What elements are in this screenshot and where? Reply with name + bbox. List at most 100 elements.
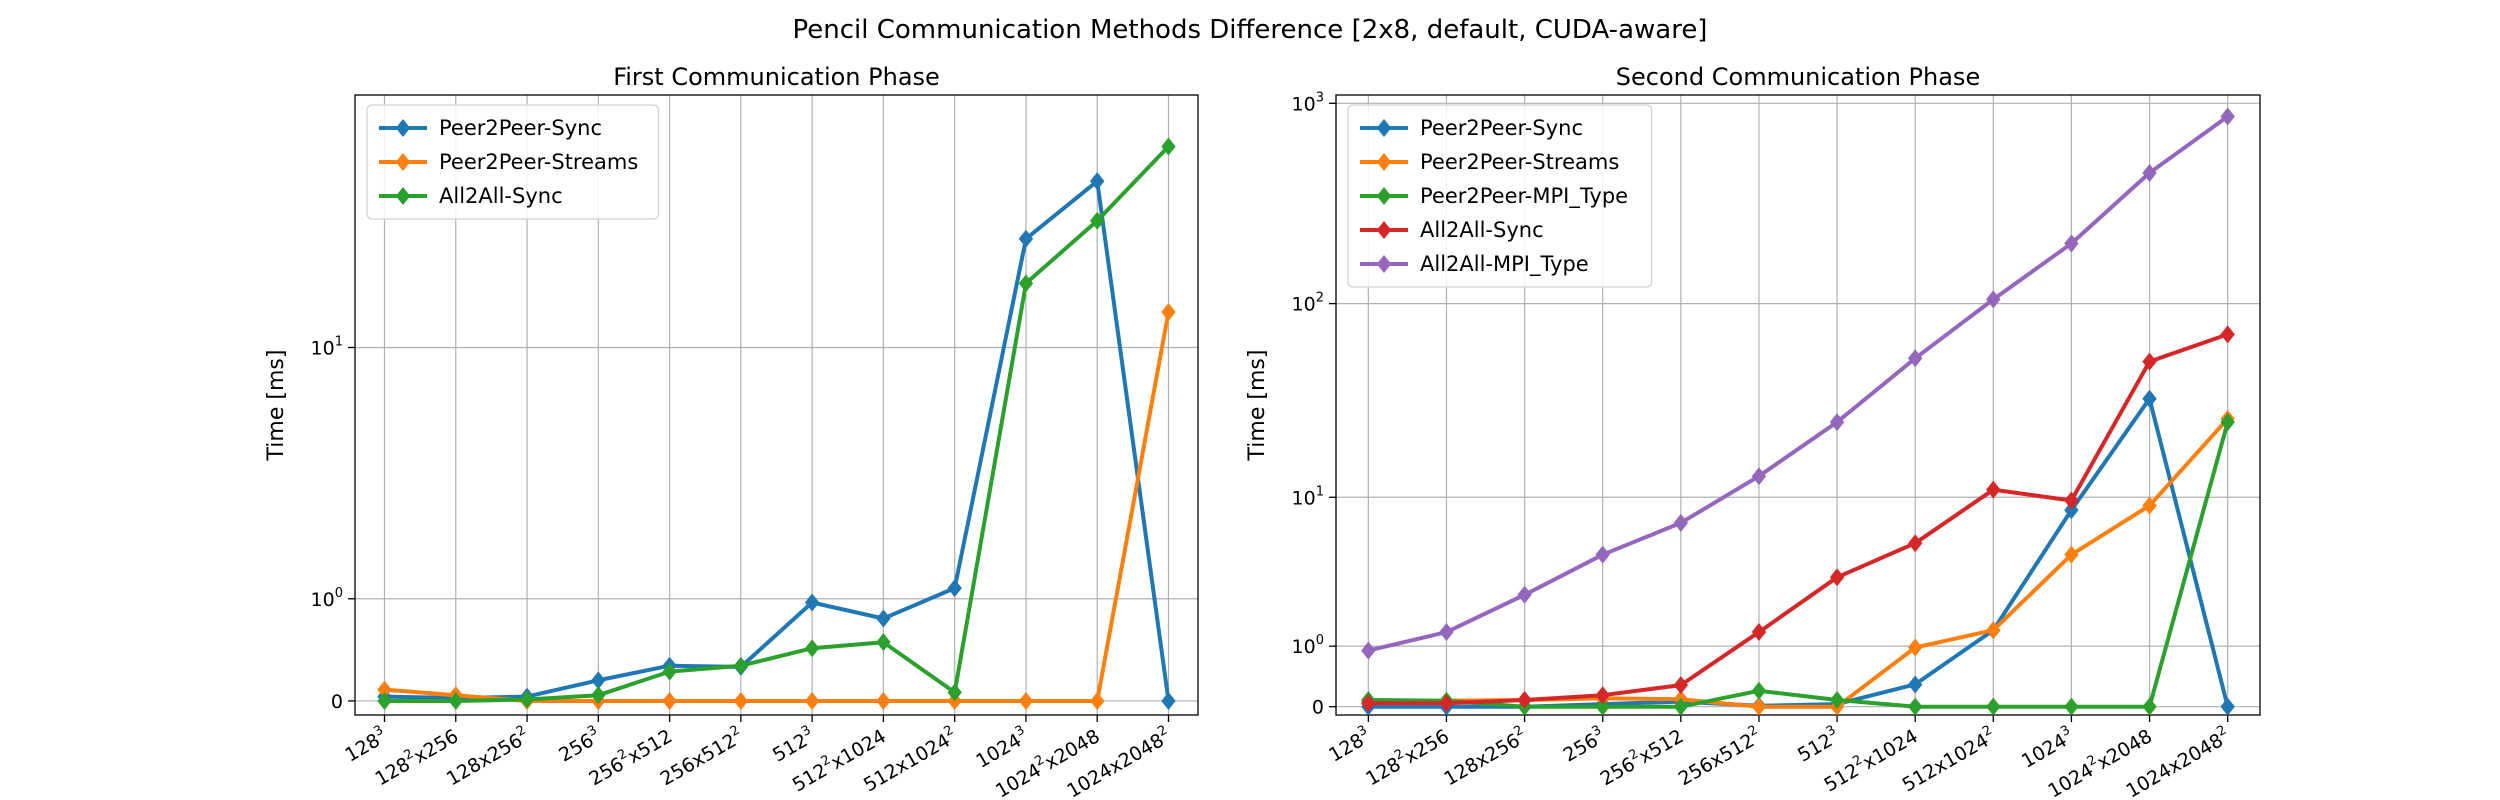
legend-label: All2All-Sync: [439, 184, 563, 208]
data-point: [1439, 623, 1454, 642]
data-point: [662, 691, 677, 710]
data-point: [1090, 172, 1105, 191]
data-point: [1018, 229, 1034, 248]
data-point: [1907, 675, 1923, 694]
legend-label: Peer2Peer-Sync: [439, 116, 602, 140]
legend: Peer2Peer-Sync Peer2Peer-Streams All2All-S…: [366, 104, 659, 220]
legend-label: Peer2Peer-MPI_Type: [1420, 184, 1628, 209]
data-point: [1161, 137, 1176, 156]
legend-marker: [1376, 119, 1392, 137]
data-point: [1829, 690, 1845, 709]
data-point: [2220, 325, 2235, 344]
data-point: [1829, 413, 1845, 432]
data-point: [2142, 163, 2157, 182]
data-point: [662, 662, 677, 681]
data-point: [2064, 545, 2079, 564]
data-point: [591, 671, 606, 690]
data-point: [1907, 697, 1923, 716]
legend-label: Peer2Peer-Sync: [1420, 116, 1583, 140]
x-tick-label: 2563: [1558, 723, 1609, 767]
legend-marker: [395, 187, 411, 205]
data-point: [1595, 545, 1610, 564]
data-point: [1018, 274, 1034, 293]
data-point: [1829, 568, 1845, 587]
data-point: [1517, 585, 1532, 604]
series-peer2peer-streams: [1361, 409, 2235, 716]
chart-second-communication-phase: Second Communication Phase 0 100 101 102 103 T…: [1245, 63, 2261, 800]
data-point: [1986, 697, 2001, 716]
chart-first-communication-phase: First Communication Phase 0 100 101 Time [ms…: [264, 63, 1199, 800]
data-point: [377, 680, 392, 699]
data-point: [2142, 389, 2157, 408]
series-all2all-mpi-type: [1361, 107, 2235, 660]
x-tick-label: 128x2562: [1439, 723, 1531, 791]
x-tick-label: 256x5122: [1673, 723, 1765, 791]
series-line: [1368, 332, 2229, 706]
data-point: [947, 683, 962, 702]
data-point: [1907, 638, 1923, 657]
x-tick-label: 2562x512: [1595, 723, 1687, 791]
data-point: [733, 656, 749, 675]
legend-label: All2All-Sync: [1420, 218, 1544, 242]
data-point: [1751, 623, 1767, 642]
data-point: [1986, 621, 2001, 640]
data-point: [1161, 302, 1176, 321]
x-tick-label: 1282x256: [1361, 723, 1453, 791]
legend-marker: [395, 153, 411, 171]
data-point: [1595, 686, 1610, 705]
series-all2all-sync: [1361, 325, 2235, 713]
data-point: [1090, 691, 1105, 710]
data-point: [876, 691, 891, 710]
y-tick-label: 103: [1292, 90, 1324, 115]
data-point: [377, 691, 392, 710]
data-point: [2064, 697, 2079, 716]
series-all2all-sync: [377, 137, 1176, 710]
series-peer2peer-sync: [377, 172, 1176, 710]
legend-item: All2All-MPI_Type: [1360, 252, 1589, 277]
data-point: [2142, 352, 2157, 371]
data-point: [591, 686, 606, 705]
chart-title: Second Communication Phase: [1616, 63, 1980, 91]
series-line: [1368, 396, 2230, 709]
data-point: [1090, 211, 1105, 230]
x-tick-label: 1283: [340, 723, 391, 767]
x-tick-label: 5123: [1792, 723, 1843, 767]
y-tick-label: 102: [1292, 291, 1324, 316]
data-point: [2142, 697, 2157, 716]
y-tick-label: 0: [331, 691, 343, 713]
data-point: [1595, 697, 1610, 716]
legend-label: Peer2Peer-Streams: [439, 150, 638, 174]
legend-item: Peer2Peer-Streams: [379, 150, 638, 174]
data-point: [2064, 234, 2079, 253]
y-axis-label: Time [ms]: [264, 350, 289, 462]
legend-marker: [395, 119, 411, 137]
data-point: [1361, 694, 1376, 713]
data-point: [876, 633, 891, 652]
data-point: [1673, 513, 1689, 532]
legend: Peer2Peer-Sync Peer2Peer-Streams Peer2Peer…: [1347, 104, 1653, 288]
legend-item: Peer2Peer-Streams: [1360, 150, 1619, 174]
series-line: [384, 179, 1171, 702]
series-line: [1367, 114, 2229, 653]
data-point: [1517, 690, 1532, 709]
legend-item: Peer2Peer-Sync: [379, 116, 602, 140]
legend-box: [366, 104, 659, 220]
legend-label: Peer2Peer-Streams: [1420, 150, 1619, 174]
data-point: [1907, 534, 1923, 553]
legend-marker: [1376, 221, 1392, 239]
data-point: [448, 691, 463, 710]
data-point: [1361, 641, 1376, 660]
series-line: [384, 145, 1170, 703]
data-point: [804, 639, 820, 658]
legend-item: All2All-Sync: [1360, 218, 1544, 242]
legend-marker: [1376, 153, 1392, 171]
x-tick-label: 2563: [554, 723, 605, 767]
axes-frame: [354, 94, 1199, 716]
y-tick-label: 0: [1312, 697, 1324, 719]
data-point: [2220, 697, 2235, 716]
x-tick-label: 10243: [2016, 723, 2078, 773]
y-tick-label: 100: [1292, 633, 1324, 658]
data-point: [804, 691, 820, 710]
data-point: [2064, 501, 2079, 520]
